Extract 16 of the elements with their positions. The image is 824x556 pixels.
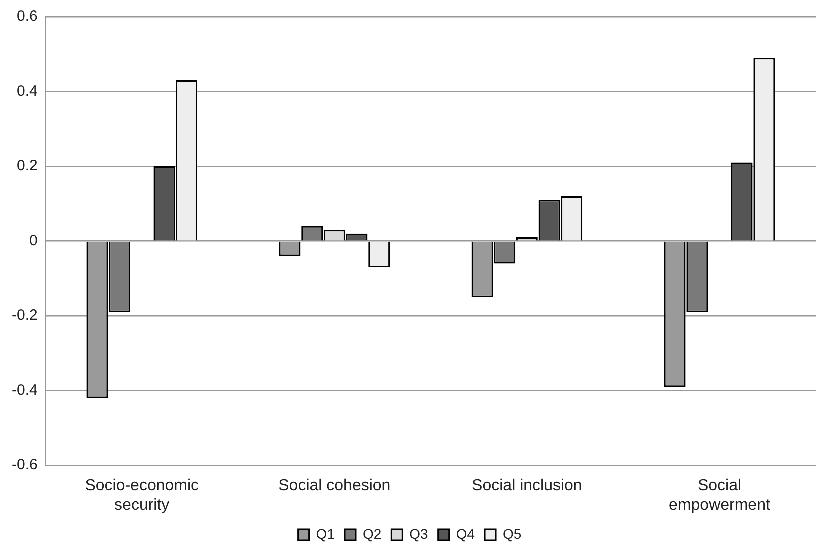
x-tick-label: Social inclusion: [472, 478, 582, 495]
legend-label: Q5: [503, 526, 522, 542]
legend-label: Q2: [362, 526, 382, 542]
y-tick-label: 0.2: [16, 158, 38, 175]
x-tick-label: Socio-economic security: [85, 478, 200, 514]
legend-label: Q3: [410, 526, 429, 542]
legend-label: Q1: [316, 526, 336, 542]
legend-label: Q4: [456, 526, 476, 542]
y-tick-label: -0.2: [12, 307, 38, 324]
x-tick-label: Social empowerment: [669, 478, 771, 514]
y-tick-label: 0.4: [16, 82, 38, 100]
y-tick-label: 0: [30, 232, 38, 250]
y-tick-label: -0.6: [12, 456, 38, 474]
x-tick-label: Social cohesion: [278, 478, 391, 495]
y-tick-label: 0.6: [16, 8, 38, 26]
y-tick-label: -0.4: [12, 382, 38, 399]
